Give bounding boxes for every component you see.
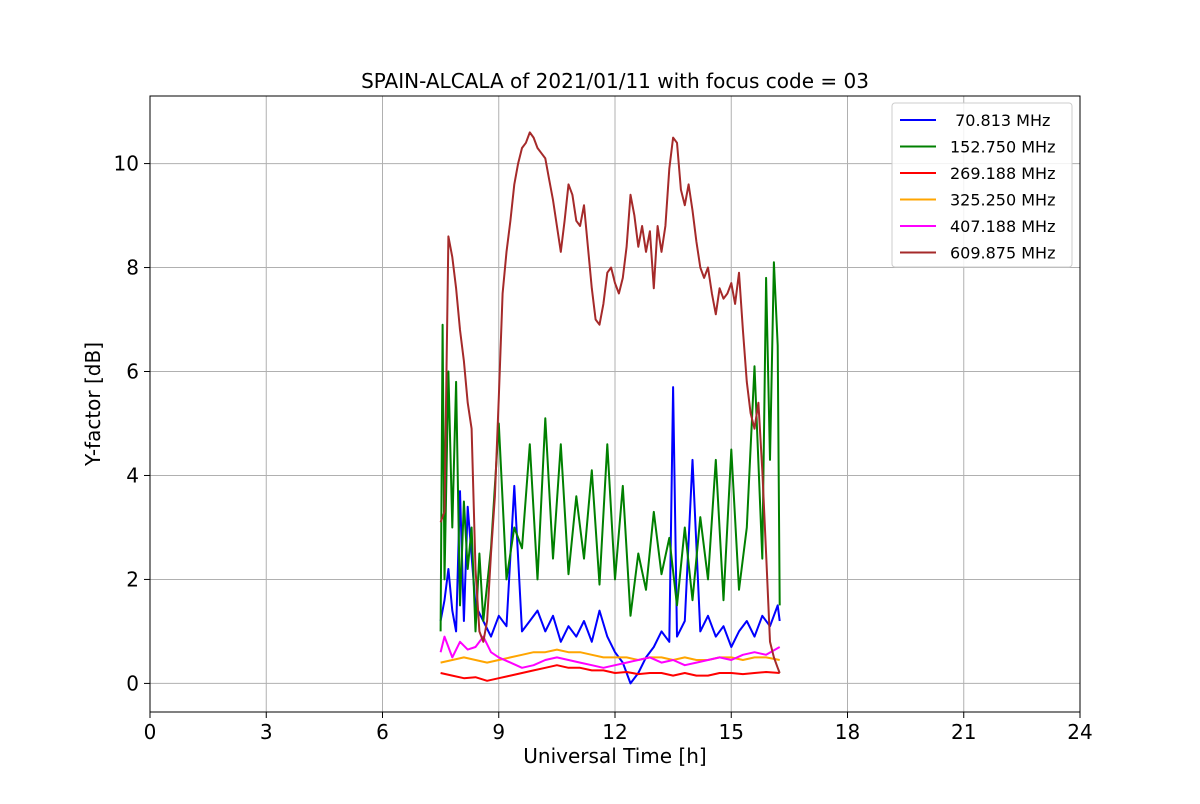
series-line-3: [440, 664, 780, 682]
grid: [149, 96, 1081, 712]
x-tick-label: 18: [835, 720, 860, 744]
plot-area: [439, 131, 781, 685]
legend-label: 152.750 MHz: [950, 138, 1055, 157]
y-tick-label: 10: [114, 152, 139, 176]
legend-label: 70.813 MHz: [950, 111, 1050, 130]
x-axis: 0 3 6 9 12 15 18 21 24: [144, 712, 1093, 744]
legend-box: [891, 102, 1073, 268]
legend: 70.813 MHz 152.750 MHz 269.188 MHz 325.250 …: [891, 102, 1073, 268]
series-line-2: [439, 261, 781, 633]
x-tick-label: 0: [144, 720, 157, 744]
y-tick-label: 4: [126, 463, 139, 487]
x-tick-label: 3: [260, 720, 273, 744]
y-tick-label: 6: [126, 360, 139, 384]
x-tick-label: 15: [719, 720, 744, 744]
y-tick-label: 0: [126, 671, 139, 695]
x-tick-label: 24: [1067, 720, 1092, 744]
legend-label: 325.250 MHz: [950, 191, 1055, 210]
legend-label: 269.188 MHz: [950, 164, 1055, 183]
x-tick-label: 6: [376, 720, 389, 744]
x-tick-label: 9: [492, 720, 505, 744]
x-tick-label: 12: [602, 720, 627, 744]
y-axis-label: Y-factor [dB]: [81, 342, 105, 467]
y-axis: 0 2 4 6 8 10: [114, 152, 150, 695]
x-axis-label: Universal Time [h]: [523, 744, 706, 768]
x-tick-label: 21: [951, 720, 976, 744]
legend-label: 609.875 MHz: [950, 244, 1055, 263]
y-tick-label: 2: [126, 567, 139, 591]
series-line-5: [439, 635, 781, 669]
series-line-6: [439, 131, 781, 674]
y-tick-label: 8: [126, 256, 139, 280]
legend-label: 407.188 MHz: [950, 217, 1055, 236]
chart-title: SPAIN-ALCALA of 2021/01/11 with focus co…: [361, 69, 869, 93]
